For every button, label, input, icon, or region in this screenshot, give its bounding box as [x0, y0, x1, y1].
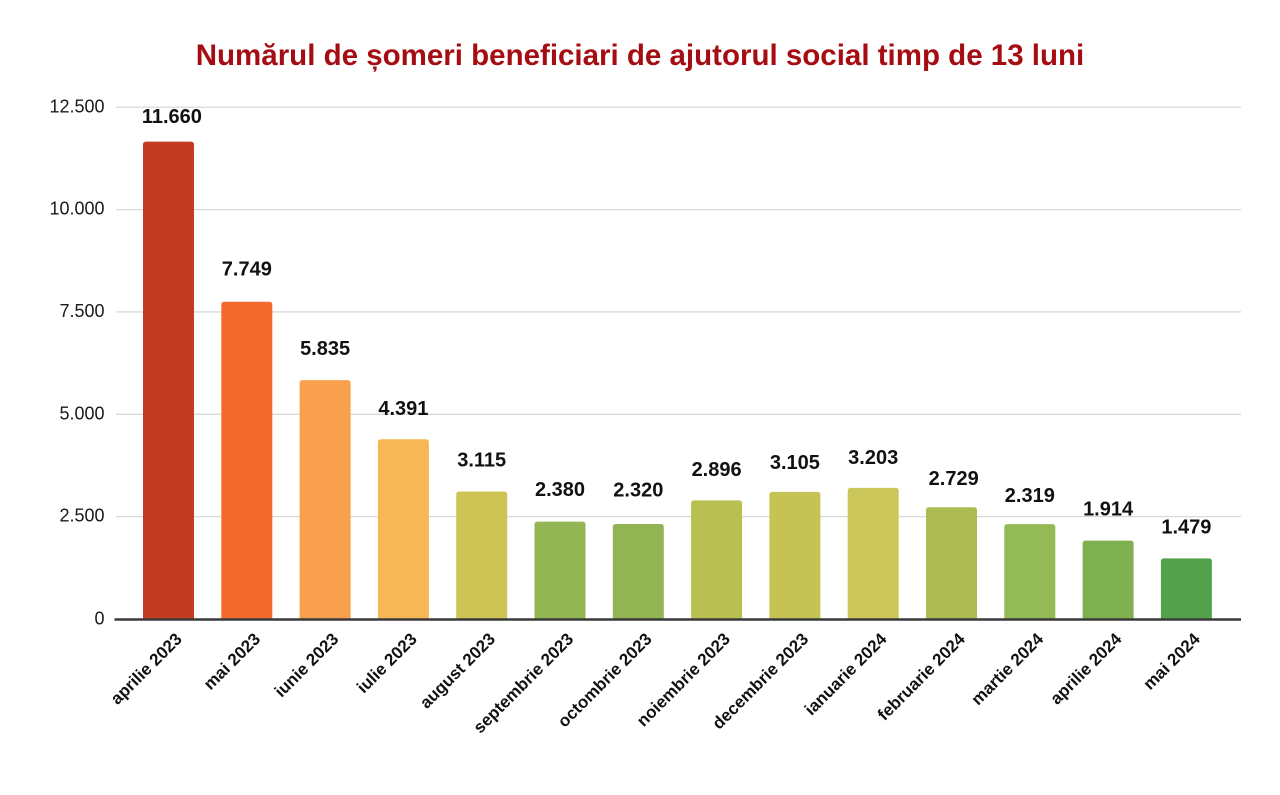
svg-text:12.500: 12.500 [49, 96, 104, 116]
svg-text:5.000: 5.000 [59, 403, 104, 423]
svg-text:Numărul de șomeri beneficiari: Numărul de șomeri beneficiari de ajutoru… [196, 39, 1085, 72]
svg-text:2.320: 2.320 [613, 480, 663, 502]
svg-text:7.500: 7.500 [59, 301, 104, 321]
svg-text:2.729: 2.729 [929, 468, 979, 490]
svg-text:10.000: 10.000 [49, 199, 104, 219]
svg-text:11.660: 11.660 [142, 106, 202, 128]
svg-text:2.380: 2.380 [535, 479, 585, 501]
svg-text:3.203: 3.203 [848, 447, 898, 469]
svg-text:1.914: 1.914 [1083, 499, 1134, 521]
svg-text:0: 0 [94, 609, 104, 629]
svg-text:3.105: 3.105 [770, 452, 820, 474]
svg-text:2.896: 2.896 [692, 459, 742, 481]
svg-text:1.479: 1.479 [1161, 517, 1211, 539]
svg-text:7.749: 7.749 [222, 258, 272, 280]
svg-text:2.319: 2.319 [1005, 485, 1055, 507]
svg-text:3.115: 3.115 [457, 449, 506, 471]
svg-text:5.835: 5.835 [300, 338, 350, 360]
svg-text:2.500: 2.500 [59, 506, 104, 526]
svg-text:4.391: 4.391 [378, 398, 428, 420]
